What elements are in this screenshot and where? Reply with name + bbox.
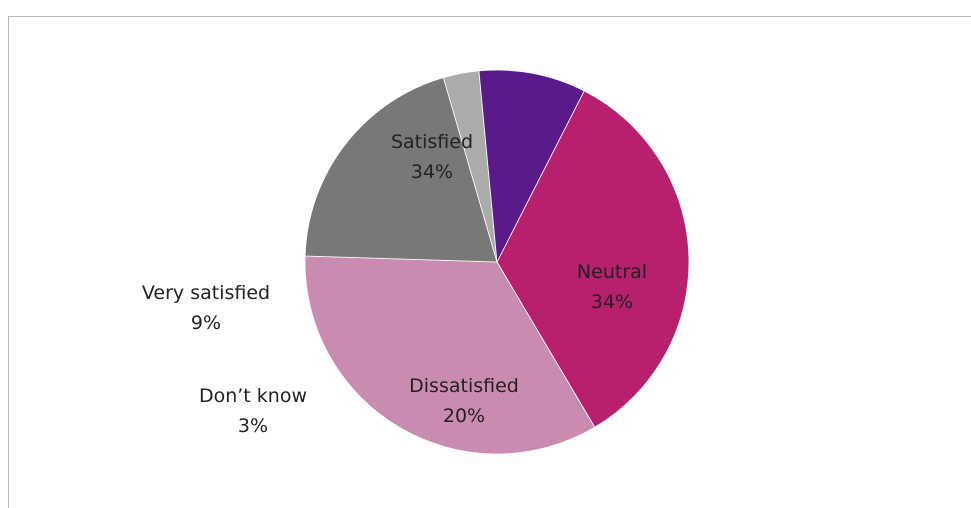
slice-label-don-t-know: Don’t know	[199, 385, 307, 407]
chart-frame	[8, 16, 971, 508]
pie-slice-very-satisfied	[478, 69, 585, 264]
slice-value-very-satisfied: 9%	[191, 312, 221, 334]
slice-label-satisfied: Satisfied	[391, 131, 473, 153]
slice-value-dissatisfied: 20%	[443, 405, 485, 427]
slice-value-don-t-know: 3%	[238, 415, 268, 437]
slice-value-neutral: 34%	[591, 291, 633, 313]
slice-label-very-satisfied: Very satisfied	[142, 282, 270, 304]
slice-label-dissatisfied: Dissatisfied	[409, 375, 519, 397]
slice-value-satisfied: 34%	[411, 161, 453, 183]
pie-slice-satisfied	[496, 90, 690, 428]
pie-slice-neutral	[304, 255, 596, 455]
slice-label-neutral: Neutral	[577, 261, 647, 283]
pie-slice-dissatisfied	[304, 77, 498, 263]
